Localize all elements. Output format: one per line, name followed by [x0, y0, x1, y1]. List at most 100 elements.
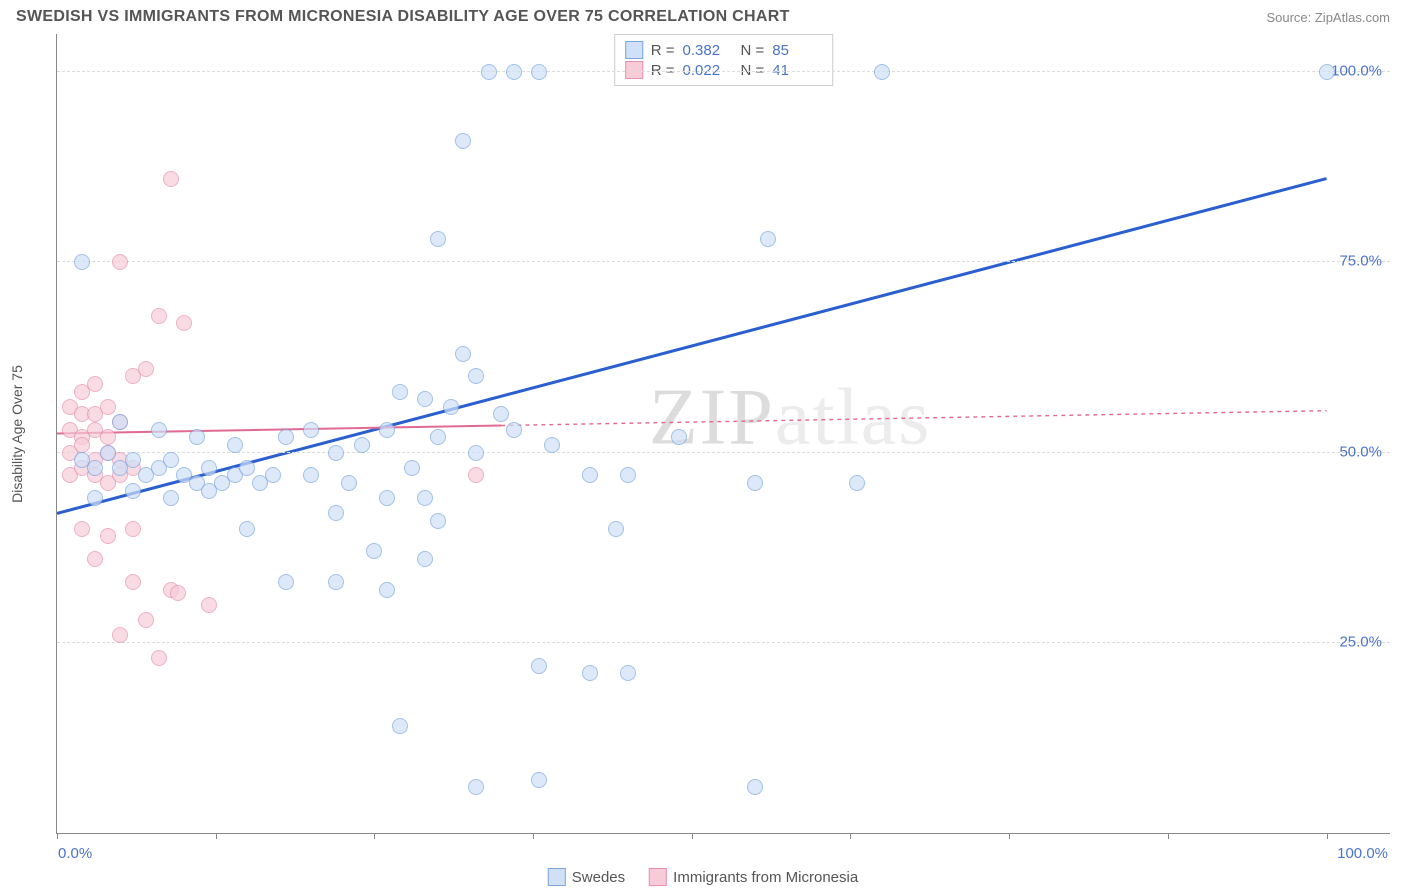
stats-r-label: R =	[651, 62, 675, 79]
stats-swatch	[625, 61, 643, 79]
scatter-point	[176, 315, 192, 331]
x-axis-max-label: 100.0%	[1337, 845, 1388, 862]
scatter-point	[170, 585, 186, 601]
scatter-point	[125, 574, 141, 590]
scatter-point	[163, 452, 179, 468]
scatter-point	[163, 171, 179, 187]
scatter-point	[455, 346, 471, 362]
scatter-point	[468, 467, 484, 483]
correlation-stats-box: R =0.382N =85R =0.022N =41	[614, 34, 834, 86]
chart-source: Source: ZipAtlas.com	[1266, 10, 1390, 25]
chart-title: SWEDISH VS IMMIGRANTS FROM MICRONESIA DI…	[16, 8, 790, 26]
scatter-point	[430, 513, 446, 529]
scatter-point	[430, 429, 446, 445]
x-tick	[57, 833, 58, 839]
legend-swatch	[548, 868, 566, 886]
scatter-point	[151, 650, 167, 666]
scatter-point	[747, 779, 763, 795]
watermark-zip: ZIP	[649, 373, 775, 461]
scatter-point	[100, 528, 116, 544]
scatter-point	[481, 64, 497, 80]
scatter-point	[189, 429, 205, 445]
stats-row: R =0.022N =41	[625, 61, 823, 79]
scatter-point	[379, 582, 395, 598]
stats-n-label: N =	[741, 42, 765, 59]
x-tick	[1327, 833, 1328, 839]
scatter-point	[87, 551, 103, 567]
y-tick-label: 50.0%	[1339, 443, 1382, 460]
scatter-point	[531, 658, 547, 674]
scatter-point	[417, 490, 433, 506]
scatter-point	[125, 483, 141, 499]
scatter-point	[265, 467, 281, 483]
scatter-point	[620, 665, 636, 681]
y-axis-label: Disability Age Over 75	[9, 365, 25, 503]
gridline	[57, 642, 1390, 643]
scatter-point	[100, 429, 116, 445]
legend-swatch	[649, 868, 667, 886]
scatter-point	[328, 505, 344, 521]
scatter-point	[760, 231, 776, 247]
x-tick	[533, 833, 534, 839]
scatter-point	[379, 490, 395, 506]
scatter-point	[874, 64, 890, 80]
scatter-point	[455, 133, 471, 149]
chart-header: SWEDISH VS IMMIGRANTS FROM MICRONESIA DI…	[0, 0, 1406, 30]
scatter-point	[671, 429, 687, 445]
legend-item: Swedes	[548, 868, 625, 886]
scatter-point	[582, 467, 598, 483]
scatter-point	[100, 399, 116, 415]
stats-n-label: N =	[741, 62, 765, 79]
scatter-point	[1319, 64, 1335, 80]
scatter-point	[341, 475, 357, 491]
chart-container: Disability Age Over 75 ZIPatlas R =0.382…	[56, 34, 1390, 834]
scatter-point	[417, 551, 433, 567]
scatter-point	[112, 254, 128, 270]
scatter-point	[138, 612, 154, 628]
scatter-point	[125, 452, 141, 468]
gridline	[57, 71, 1390, 72]
scatter-point	[354, 437, 370, 453]
x-tick	[692, 833, 693, 839]
stats-swatch	[625, 41, 643, 59]
gridline	[57, 261, 1390, 262]
scatter-point	[100, 445, 116, 461]
legend-label: Swedes	[572, 869, 625, 886]
scatter-point	[366, 543, 382, 559]
scatter-point	[239, 460, 255, 476]
scatter-point	[87, 490, 103, 506]
scatter-point	[544, 437, 560, 453]
watermark: ZIPatlas	[649, 372, 932, 463]
scatter-point	[74, 254, 90, 270]
scatter-point	[531, 64, 547, 80]
stats-n-value: 85	[772, 42, 822, 59]
scatter-point	[468, 779, 484, 795]
scatter-point	[417, 391, 433, 407]
scatter-point	[278, 429, 294, 445]
scatter-point	[227, 437, 243, 453]
scatter-point	[328, 574, 344, 590]
x-axis-min-label: 0.0%	[58, 845, 92, 862]
trendlines-svg	[57, 34, 1390, 833]
scatter-point	[87, 460, 103, 476]
y-tick-label: 25.0%	[1339, 633, 1382, 650]
scatter-point	[392, 718, 408, 734]
scatter-point	[303, 422, 319, 438]
scatter-point	[468, 445, 484, 461]
scatter-point	[468, 368, 484, 384]
legend-label: Immigrants from Micronesia	[673, 869, 858, 886]
scatter-point	[112, 414, 128, 430]
scatter-point	[112, 627, 128, 643]
legend-item: Immigrants from Micronesia	[649, 868, 858, 886]
scatter-point	[506, 422, 522, 438]
x-tick	[850, 833, 851, 839]
scatter-point	[151, 422, 167, 438]
scatter-point	[87, 376, 103, 392]
scatter-point	[201, 597, 217, 613]
x-tick	[374, 833, 375, 839]
scatter-point	[74, 437, 90, 453]
gridline	[57, 452, 1390, 453]
scatter-point	[747, 475, 763, 491]
scatter-point	[404, 460, 420, 476]
scatter-point	[379, 422, 395, 438]
